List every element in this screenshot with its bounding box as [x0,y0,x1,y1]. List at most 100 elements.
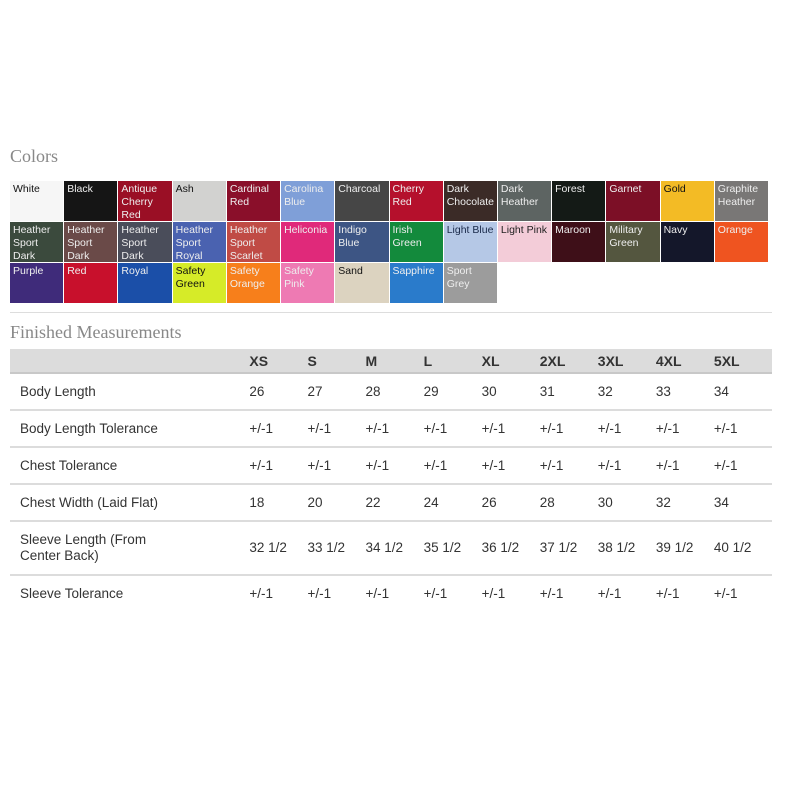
size-header: M [365,349,424,374]
color-swatch[interactable]: Dark Heather [497,181,552,221]
color-swatch[interactable]: Heather Sport Dark Maroon [64,222,118,262]
measurement-cell: 40 1/2 [713,521,772,576]
measurement-cell: 36 1/2 [481,521,540,576]
measurement-cell: +/-1 [365,410,424,448]
measurement-cell: 34 [713,484,772,522]
measurements-table: XS S M L XL 2XL 3XL 4XL 5XL Body Length 26 27 28 29 3… [10,349,772,611]
measurement-cell: 33 [655,373,714,411]
measurement-cell: +/-1 [655,585,680,601]
size-header: XS [249,349,308,374]
color-swatch[interactable]: Red [64,263,118,303]
measurement-cell: 38 1/2 [597,521,656,576]
section-divider [10,312,772,313]
color-swatch[interactable]: Purple [10,263,64,303]
size-header: 2XL [539,349,598,374]
color-swatch[interactable]: Antique Cherry Red [118,181,172,221]
measurement-cell: +/-1 [481,447,540,485]
measurement-cell: 22 [365,484,424,522]
measurement-cell: 28 [365,373,424,411]
measurement-cell: 39 1/2 [655,521,714,576]
color-swatch[interactable]: Gold [660,181,714,221]
measurement-cell: 30 [481,373,540,411]
color-swatch[interactable]: Military Green [606,222,660,262]
measurement-cell: +/-1 [249,410,308,448]
table-row: Sleeve Tolerance +/-1 +/-1 +/-1 +/-1 +/-1 +/-1… [10,575,772,611]
size-header: 3XL [597,349,656,374]
measurement-cell: +/-1 [365,585,390,601]
color-swatch[interactable]: Light Pink [497,222,552,262]
color-swatch[interactable]: Orange [714,222,768,262]
color-swatch[interactable]: Royal [118,263,172,303]
measurement-cell: +/-1 [307,585,332,601]
measurement-cell: 34 [713,373,772,411]
color-swatch[interactable]: Maroon [552,222,606,262]
size-header: XL [481,349,540,374]
color-swatch[interactable]: Safety Green [172,263,226,303]
color-swatch[interactable]: White [10,181,64,221]
measurement-cell: 24 [423,484,482,522]
table-row: Chest Tolerance +/-1 +/-1 +/-1 +/-1 +/-1 +/-1 +… [10,447,772,485]
measurement-cell: 27 [307,373,366,411]
color-swatch[interactable]: Heather Sport Dark Green [10,222,64,262]
color-swatch[interactable]: Sand [335,263,389,303]
measurement-cell: +/-1 [539,410,598,448]
measurement-cell: 26 [481,484,540,522]
measurement-cell: +/-1 [713,585,738,601]
measurement-cell: +/-1 [597,447,656,485]
color-swatch[interactable]: Sport Grey [443,263,497,303]
color-swatch[interactable]: Carolina Blue [281,181,335,221]
color-swatch[interactable]: Black [64,181,118,221]
color-swatch[interactable]: Navy [660,222,714,262]
color-swatch[interactable]: Ash [172,181,226,221]
measurement-cell: +/-1 [655,447,714,485]
color-swatch[interactable]: Cherry Red [389,181,443,221]
colors-heading: Colors [10,146,59,166]
row-label: Body Length [10,373,250,411]
color-swatch[interactable]: Irish Green [389,222,443,262]
table-row: Body Length Tolerance +/-1 +/-1 +/-1 +/-1 +/-… [10,410,772,448]
header-label-cell [10,349,250,374]
measurement-cell: +/-1 [423,447,482,485]
color-swatch[interactable]: Heather Sport Royal [172,222,226,262]
color-swatch[interactable]: Cardinal Red [226,181,281,221]
measurement-cell: 32 [655,484,714,522]
table-row: Sleeve Length (From Center Back) 32 1/2 33… [10,521,772,576]
color-swatch[interactable]: Heather Sport Scarlet [226,222,281,262]
measurement-cell: +/-1 [655,410,714,448]
color-swatch[interactable]: Charcoal [335,181,389,221]
color-swatch[interactable]: Heather Sport Dark Navy [118,222,172,262]
measurement-cell: 32 1/2 [249,521,308,576]
row-label: Sleeve Tolerance [20,585,124,601]
measurement-cell: +/-1 [481,410,540,448]
measurement-cell: 29 [423,373,482,411]
size-header: L [423,349,482,374]
measurement-cell: +/-1 [481,585,506,601]
color-swatch[interactable]: Sapphire [389,263,443,303]
color-swatch[interactable]: Forest [552,181,606,221]
color-swatch[interactable]: Light Blue [443,222,497,262]
measurement-cell: +/-1 [539,447,598,485]
measurement-cell: 30 [597,484,656,522]
row-label: Chest Tolerance [10,447,250,485]
color-swatch[interactable]: Dark Chocolate [443,181,497,221]
size-header: 5XL [713,349,772,374]
color-swatch[interactable]: Heliconia [281,222,335,262]
measurement-cell: 28 [539,484,598,522]
table-row: Body Length 26 27 28 29 30 31 32 33 34 [10,373,772,411]
measurement-cell: +/-1 [713,447,772,485]
measurement-cell: +/-1 [423,585,448,601]
size-header: 4XL [655,349,714,374]
color-swatch[interactable]: Indigo Blue [335,222,389,262]
measurement-cell: +/-1 [307,447,366,485]
measurement-cell: +/-1 [539,585,564,601]
measurement-cell: +/-1 [249,447,308,485]
color-swatch[interactable]: Garnet [606,181,660,221]
size-header: S [307,349,366,374]
color-swatch[interactable]: Safety Orange [226,263,281,303]
measurement-cell: 26 [249,373,308,411]
color-swatch[interactable]: Safety Pink [281,263,335,303]
measurement-cell: 18 [249,484,308,522]
measurement-cell: 31 [539,373,598,411]
color-swatch[interactable]: Graphite Heather [714,181,768,221]
color-swatch-grid: White Black Antique Cherry Red Ash Cardinal … [10,181,768,303]
